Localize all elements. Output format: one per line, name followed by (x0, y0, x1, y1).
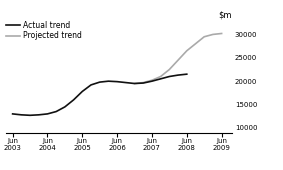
Projected trend (133, 82, 136, 84)
Actual trend (46, 113, 49, 115)
Actual trend (168, 75, 171, 78)
Actual trend (11, 113, 14, 115)
Projected trend (194, 43, 197, 45)
Actual trend (81, 90, 84, 92)
Actual trend (72, 99, 75, 101)
Projected trend (220, 32, 223, 35)
Actual trend (115, 81, 119, 83)
Projected trend (150, 79, 154, 81)
Projected trend (203, 36, 206, 38)
Projected trend (185, 50, 188, 52)
Actual trend (107, 80, 110, 82)
Line: Projected trend: Projected trend (134, 33, 222, 83)
Actual trend (37, 114, 40, 116)
Actual trend (159, 78, 162, 80)
Projected trend (159, 75, 162, 78)
Projected trend (142, 82, 145, 84)
Actual trend (133, 82, 136, 84)
Actual trend (54, 110, 58, 113)
Actual trend (185, 73, 188, 75)
Projected trend (176, 59, 180, 61)
Actual trend (20, 114, 23, 116)
Projected trend (211, 33, 215, 36)
Text: $m: $m (218, 10, 232, 19)
Actual trend (63, 106, 67, 108)
Actual trend (89, 84, 93, 86)
Actual trend (150, 80, 154, 82)
Actual trend (124, 82, 128, 84)
Actual trend (28, 114, 32, 116)
Line: Actual trend: Actual trend (13, 74, 187, 115)
Projected trend (168, 69, 171, 71)
Actual trend (176, 74, 180, 76)
Legend: Actual trend, Projected trend: Actual trend, Projected trend (7, 21, 82, 40)
Actual trend (98, 81, 101, 83)
Actual trend (142, 82, 145, 84)
